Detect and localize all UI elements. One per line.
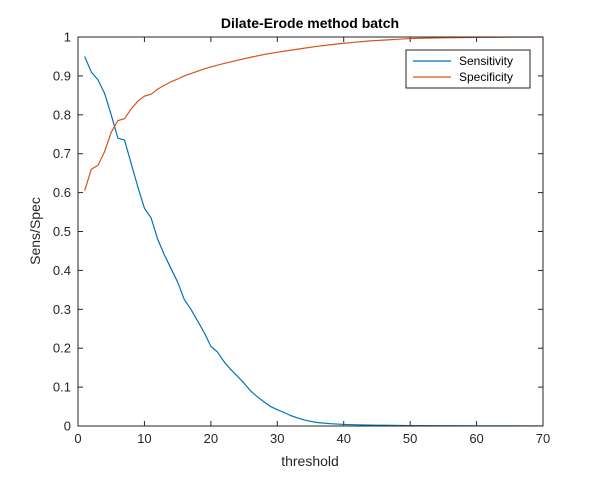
x-axis-ticks: 0 10 20 30 40 50 60 70	[74, 37, 550, 446]
legend-label-sensitivity: Sensitivity	[459, 54, 513, 68]
y-tick-label: 0.2	[53, 341, 71, 356]
x-tick-label: 70	[536, 431, 550, 446]
y-tick-label: 0.8	[53, 107, 71, 122]
chart-title: Dilate-Erode method batch	[221, 15, 399, 31]
y-tick-label: 0.5	[53, 224, 71, 239]
x-tick-label: 60	[469, 431, 483, 446]
y-tick-label: 0.4	[53, 263, 71, 278]
y-tick-label: 0.7	[53, 146, 71, 161]
series-line-sensitivity	[84, 56, 544, 427]
y-tick-label: 0.3	[53, 302, 71, 317]
y-tick-label: 0	[64, 419, 71, 434]
y-axis-ticks: 0 0.1 0.2 0.3 0.4 0.5 0.6 0.7 0.8 0.9 1	[53, 30, 543, 434]
series-layer	[84, 36, 544, 427]
legend-label-specificity: Specificity	[459, 70, 513, 84]
x-tick-label: 50	[403, 431, 417, 446]
x-axis-title: threshold	[281, 453, 339, 469]
plot-frame	[77, 36, 544, 427]
x-tick-label: 40	[336, 431, 350, 446]
y-tick-label: 0.1	[53, 380, 71, 395]
y-tick-label: 1	[64, 30, 71, 45]
y-tick-label: 0.6	[53, 185, 71, 200]
x-tick-label: 10	[137, 431, 151, 446]
legend: Sensitivity Specificity	[405, 49, 531, 89]
legend-box	[405, 49, 531, 89]
x-tick-label: 20	[204, 431, 218, 446]
series-line-specificity	[84, 36, 544, 191]
x-tick-label: 30	[270, 431, 284, 446]
x-tick-label: 0	[74, 431, 81, 446]
y-axis-title: Sens/Spec	[27, 197, 43, 265]
y-tick-label: 0.9	[53, 68, 71, 83]
